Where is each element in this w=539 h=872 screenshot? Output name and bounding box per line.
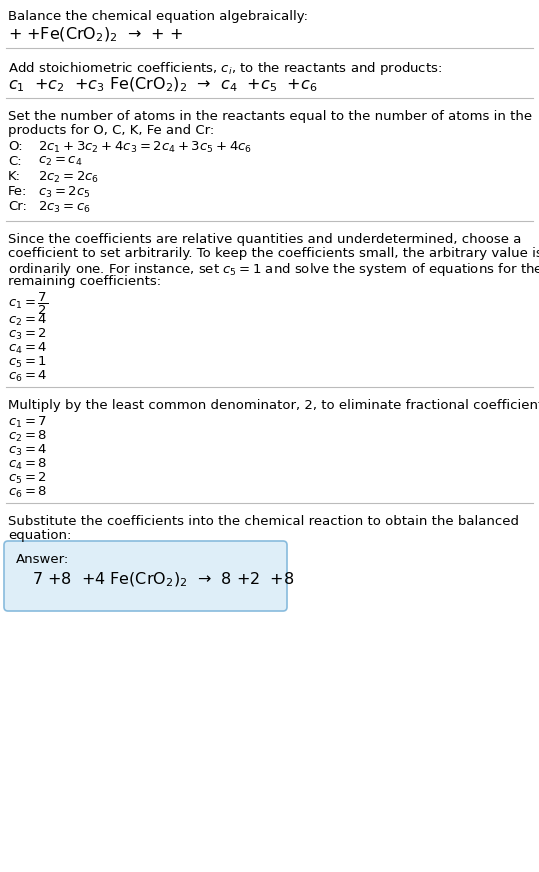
Text: $2c_2 = 2c_6$: $2c_2 = 2c_6$ xyxy=(38,170,99,185)
Text: $c_2 = 8$: $c_2 = 8$ xyxy=(8,429,47,444)
Text: $c_3 = 2$: $c_3 = 2$ xyxy=(8,327,47,342)
Text: $2c_3 = c_6$: $2c_3 = c_6$ xyxy=(38,200,91,215)
Text: C:: C: xyxy=(8,155,22,168)
Text: $c_6 = 8$: $c_6 = 8$ xyxy=(8,485,47,501)
Text: O:: O: xyxy=(8,140,23,153)
Text: Fe:: Fe: xyxy=(8,185,27,198)
Text: $c_4 = 4$: $c_4 = 4$ xyxy=(8,341,47,356)
Text: $c_5 = 2$: $c_5 = 2$ xyxy=(8,471,47,486)
Text: Since the coefficients are relative quantities and underdetermined, choose a: Since the coefficients are relative quan… xyxy=(8,233,521,246)
Text: $7$ +$8$  +$4$ Fe(CrO$_2$)$_2$  →  $8$ +$2$  +$8$: $7$ +$8$ +$4$ Fe(CrO$_2$)$_2$ → $8$ +$2$… xyxy=(32,571,294,589)
Text: $c_5 = 1$: $c_5 = 1$ xyxy=(8,355,47,370)
Text: $c_4 = 8$: $c_4 = 8$ xyxy=(8,457,47,472)
Text: $c_3 = 4$: $c_3 = 4$ xyxy=(8,443,47,458)
Text: K:: K: xyxy=(8,170,21,183)
Text: Set the number of atoms in the reactants equal to the number of atoms in the: Set the number of atoms in the reactants… xyxy=(8,110,532,123)
Text: $c_3 = 2c_5$: $c_3 = 2c_5$ xyxy=(38,185,91,200)
Text: $2c_1 + 3c_2 + 4c_3 = 2c_4 + 3c_5 + 4c_6$: $2c_1 + 3c_2 + 4c_3 = 2c_4 + 3c_5 + 4c_6… xyxy=(38,140,252,155)
Text: Add stoichiometric coefficients, $c_i$, to the reactants and products:: Add stoichiometric coefficients, $c_i$, … xyxy=(8,60,442,77)
Text: Multiply by the least common denominator, 2, to eliminate fractional coefficient: Multiply by the least common denominator… xyxy=(8,399,539,412)
Text: $c_1 = 7$: $c_1 = 7$ xyxy=(8,415,47,430)
Text: $c_2 = 4$: $c_2 = 4$ xyxy=(8,313,47,328)
Text: Answer:: Answer: xyxy=(16,553,69,566)
Text: coefficient to set arbitrarily. To keep the coefficients small, the arbitrary va: coefficient to set arbitrarily. To keep … xyxy=(8,247,539,260)
Text: products for O, C, K, Fe and Cr:: products for O, C, K, Fe and Cr: xyxy=(8,124,214,137)
Text: $c_2 = c_4$: $c_2 = c_4$ xyxy=(38,155,82,168)
FancyBboxPatch shape xyxy=(4,541,287,611)
Text: remaining coefficients:: remaining coefficients: xyxy=(8,275,161,288)
Text: equation:: equation: xyxy=(8,529,71,542)
Text: + +Fe(CrO$_2$)$_2$  →  + +: + +Fe(CrO$_2$)$_2$ → + + xyxy=(8,26,183,44)
Text: $c_1$  +$c_2$  +$c_3$ Fe(CrO$_2$)$_2$  →  $c_4$  +$c_5$  +$c_6$: $c_1$ +$c_2$ +$c_3$ Fe(CrO$_2$)$_2$ → $c… xyxy=(8,76,317,94)
Text: Substitute the coefficients into the chemical reaction to obtain the balanced: Substitute the coefficients into the che… xyxy=(8,515,519,528)
Text: ordinarily one. For instance, set $c_5 = 1$ and solve the system of equations fo: ordinarily one. For instance, set $c_5 =… xyxy=(8,261,539,278)
Text: $c_6 = 4$: $c_6 = 4$ xyxy=(8,369,47,384)
Text: Cr:: Cr: xyxy=(8,200,27,213)
Text: Balance the chemical equation algebraically:: Balance the chemical equation algebraica… xyxy=(8,10,308,23)
Text: $c_1 = \dfrac{7}{2}$: $c_1 = \dfrac{7}{2}$ xyxy=(8,291,48,317)
